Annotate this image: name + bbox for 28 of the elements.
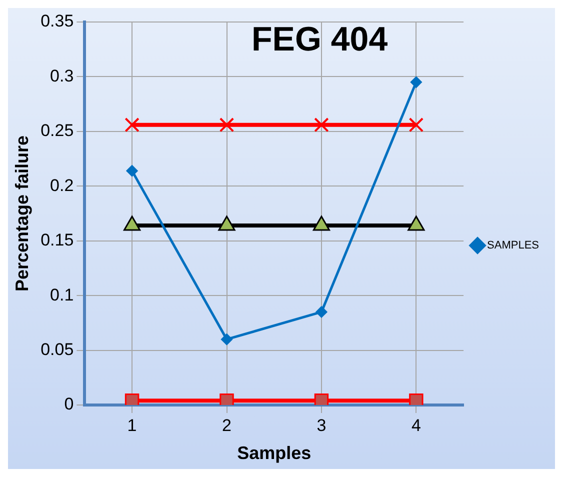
point — [219, 118, 234, 132]
x-tick-label: 3 — [316, 416, 326, 435]
point — [316, 306, 328, 318]
x-tick-label: 4 — [411, 416, 421, 435]
y-tick-label: 0.3 — [50, 66, 74, 86]
x-tick-label: 2 — [222, 416, 232, 435]
point — [126, 165, 138, 177]
point — [124, 118, 140, 132]
point — [124, 394, 140, 405]
y-tick-label: 0.25 — [40, 121, 74, 140]
point — [409, 394, 424, 405]
point — [314, 394, 329, 405]
point — [220, 394, 234, 405]
x-tick-label: 1 — [127, 416, 137, 435]
y-tick-label: 0.35 — [40, 12, 74, 31]
x-axis-title: Samples — [237, 443, 312, 464]
y-axis-title: Percentage failure — [12, 135, 32, 292]
y-tick-label: 0.05 — [40, 340, 74, 359]
y-tick-label: 0.1 — [50, 285, 74, 304]
point — [314, 118, 329, 132]
point — [221, 334, 233, 346]
point — [408, 118, 424, 132]
y-tick-label: 0.15 — [40, 230, 74, 250]
chart-title: FEG 404 — [252, 20, 388, 58]
y-tick-label: 0 — [64, 394, 74, 414]
point — [410, 76, 422, 88]
legend-label: SAMPLES — [487, 240, 540, 252]
y-tick-label: 0.2 — [50, 176, 74, 195]
